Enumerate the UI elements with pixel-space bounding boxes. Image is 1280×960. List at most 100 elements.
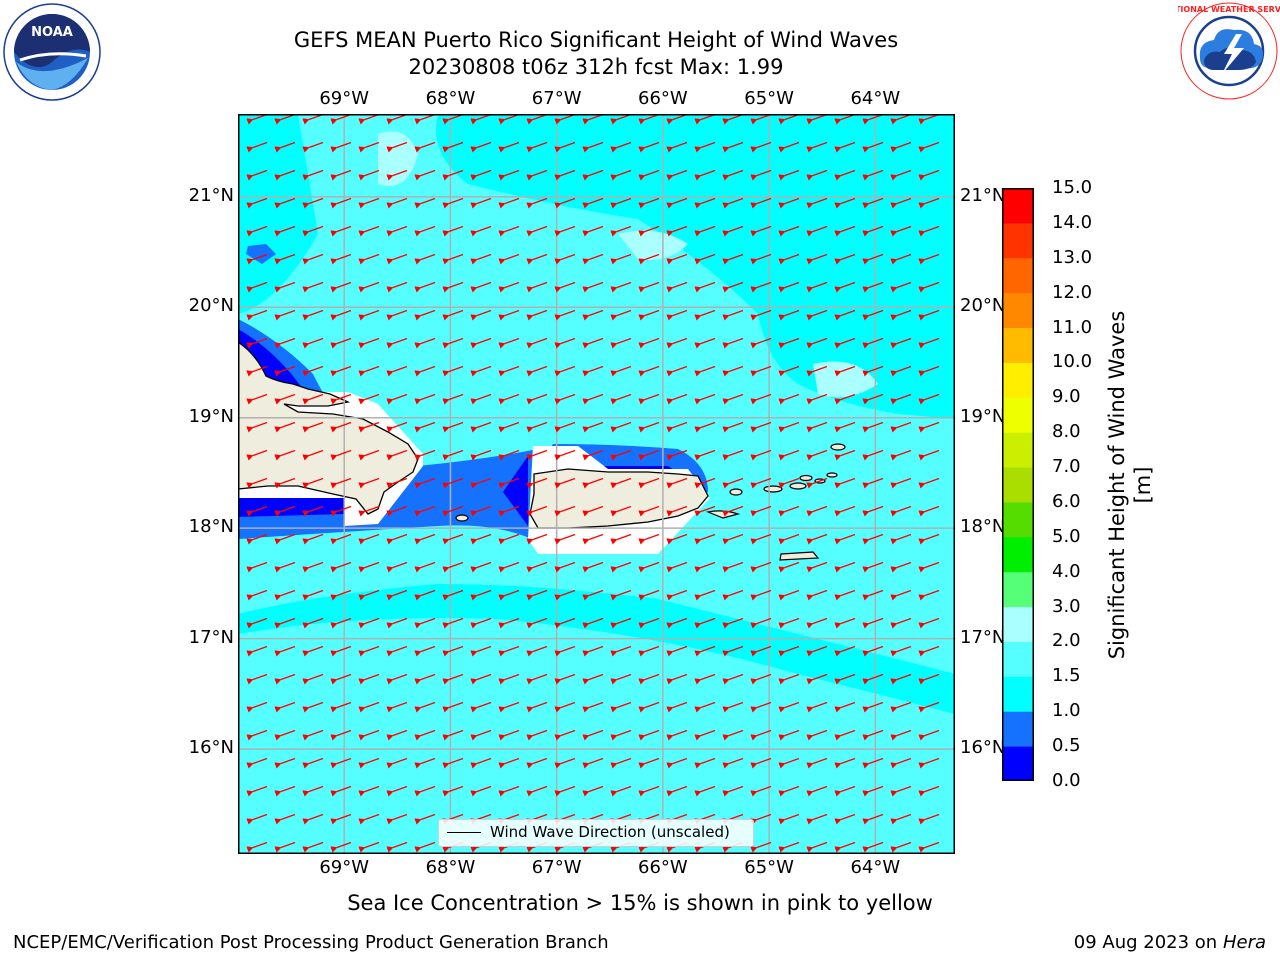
direction-arrow: [694, 813, 716, 825]
direction-arrow: [778, 225, 800, 237]
direction-arrow: [414, 365, 436, 377]
direction-arrow: [470, 477, 492, 489]
direction-arrow: [862, 813, 884, 825]
lat-label-right: 20°N: [960, 295, 1006, 317]
direction-arrow: [666, 589, 688, 601]
direction-arrow: [498, 337, 520, 349]
direction-arrow: [274, 225, 296, 237]
direction-arrow: [330, 253, 352, 265]
direction-arrow: [302, 589, 324, 601]
direction-arrow: [330, 673, 352, 685]
direction-arrow: [862, 617, 884, 629]
colorbar-segment: [1002, 188, 1034, 224]
direction-arrow: [302, 729, 324, 741]
direction-arrow: [246, 701, 268, 713]
direction-arrow: [610, 533, 632, 545]
direction-arrow: [582, 673, 604, 685]
direction-arrow: [610, 757, 632, 769]
direction-arrow: [750, 757, 772, 769]
direction-arrow: [722, 645, 744, 657]
direction-arrow: [470, 561, 492, 573]
direction-arrow: [554, 197, 576, 209]
direction-arrow: [806, 141, 828, 153]
direction-arrow: [554, 645, 576, 657]
direction-arrow: [386, 785, 408, 797]
direction-arrow: [274, 337, 296, 349]
direction-arrow: [274, 645, 296, 657]
lat-label-right: 18°N: [960, 516, 1006, 538]
direction-arrow: [862, 785, 884, 797]
lat-label-left: 16°N: [188, 737, 234, 759]
direction-arrow: [890, 309, 912, 321]
direction-arrow: [442, 561, 464, 573]
direction-arrow: [414, 757, 436, 769]
direction-arrow: [638, 617, 660, 629]
direction-arrow: [442, 701, 464, 713]
noaa-logo: NOAA: [3, 3, 101, 101]
direction-arrow: [806, 477, 828, 489]
direction-arrow: [834, 785, 856, 797]
direction-arrow: [666, 505, 688, 517]
direction-arrow: [778, 617, 800, 629]
direction-arrow: [638, 309, 660, 321]
colorbar-tick-label: 1.5: [1052, 665, 1081, 687]
direction-arrow: [834, 813, 856, 825]
direction-arrow: [666, 477, 688, 489]
direction-arrow: [722, 365, 744, 377]
direction-arrow: [862, 841, 884, 853]
direction-arrow: [414, 141, 436, 153]
direction-arrow: [834, 645, 856, 657]
direction-arrow: [694, 617, 716, 629]
direction-arrow: [274, 421, 296, 433]
direction-arrow: [918, 197, 940, 209]
colorbar-segment: [1002, 362, 1034, 398]
direction-arrow: [554, 729, 576, 741]
direction-arrow: [806, 505, 828, 517]
direction-arrow: [246, 477, 268, 489]
lon-label-bottom: 66°W: [638, 857, 688, 878]
map-title: GEFS MEAN Puerto Rico Significant Height…: [293, 28, 899, 52]
direction-arrow: [470, 701, 492, 713]
direction-arrow: [806, 841, 828, 853]
direction-arrow: [918, 617, 940, 629]
direction-arrow: [386, 253, 408, 265]
direction-arrow: [638, 253, 660, 265]
direction-arrow: [386, 309, 408, 321]
direction-arrow: [302, 785, 324, 797]
direction-arrow: [470, 253, 492, 265]
direction-arrow: [778, 757, 800, 769]
direction-arrow: [918, 785, 940, 797]
direction-arrow: [834, 701, 856, 713]
colorbar-segment: [1002, 711, 1034, 747]
direction-arrow: [442, 169, 464, 181]
direction-arrow: [918, 449, 940, 461]
direction-arrow: [890, 197, 912, 209]
direction-arrow: [498, 309, 520, 321]
direction-arrow: [834, 393, 856, 405]
colorbar-frame: [1002, 188, 1034, 781]
footer-date-text: 09 Aug 2023 on: [1073, 932, 1218, 953]
direction-arrow: [610, 505, 632, 517]
land-hispaniola: [238, 341, 419, 515]
nws-logo: NATIONAL WEATHER SERVICE: [1178, 2, 1280, 100]
direction-arrow: [918, 309, 940, 321]
direction-arrow: [498, 225, 520, 237]
direction-arrow: [554, 701, 576, 713]
direction-arrow: [358, 589, 380, 601]
colorbar-tick-label: 4.0: [1052, 560, 1081, 582]
direction-arrow: [778, 309, 800, 321]
direction-arrow: [582, 477, 604, 489]
direction-arrow: [862, 505, 884, 517]
direction-arrow: [890, 757, 912, 769]
direction-arrow: [834, 841, 856, 853]
direction-arrow: [666, 281, 688, 293]
direction-arrow: [554, 757, 576, 769]
direction-arrow: [778, 729, 800, 741]
direction-arrow: [470, 449, 492, 461]
direction-arrow: [666, 365, 688, 377]
direction-arrow: [610, 197, 632, 209]
direction-arrow: [246, 449, 268, 461]
nws-logo-text: NATIONAL WEATHER SERVICE: [1178, 5, 1280, 14]
direction-arrow: [666, 785, 688, 797]
direction-arrow: [582, 533, 604, 545]
